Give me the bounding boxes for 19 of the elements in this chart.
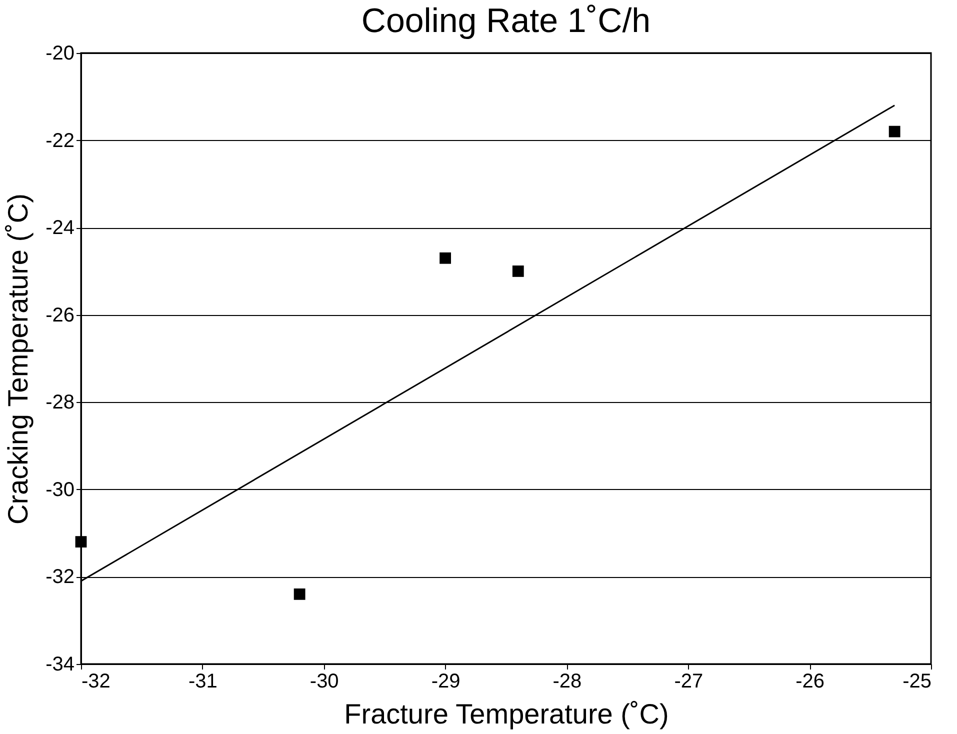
x-tick-label: -28	[552, 670, 582, 692]
y-axis-title: Cracking Temperature (˚C)	[2, 194, 34, 524]
chart-title: Cooling Rate 1˚C/h	[361, 2, 651, 40]
y-tick-label: -22	[46, 130, 74, 152]
x-tick-label: -27	[674, 670, 704, 692]
y-tick-label: -28	[46, 392, 74, 414]
x-axis-title: Fracture Temperature (˚C)	[344, 698, 669, 730]
y-tick-label: -24	[46, 217, 74, 240]
y-tick-label: -32	[46, 566, 74, 588]
y-tick-label: -34	[46, 654, 74, 676]
x-tick-label: -32	[82, 670, 110, 692]
y-tick-label: -26	[46, 304, 74, 326]
x-tick-label: -30	[310, 670, 339, 692]
x-tick-label: -26	[796, 670, 825, 692]
x-tick-label: -25	[902, 670, 932, 692]
x-tick-label: -31	[188, 670, 218, 692]
y-tick-label: -20	[46, 42, 74, 64]
y-tick-label: -30	[46, 478, 74, 501]
x-tick-label: -29	[431, 670, 460, 692]
